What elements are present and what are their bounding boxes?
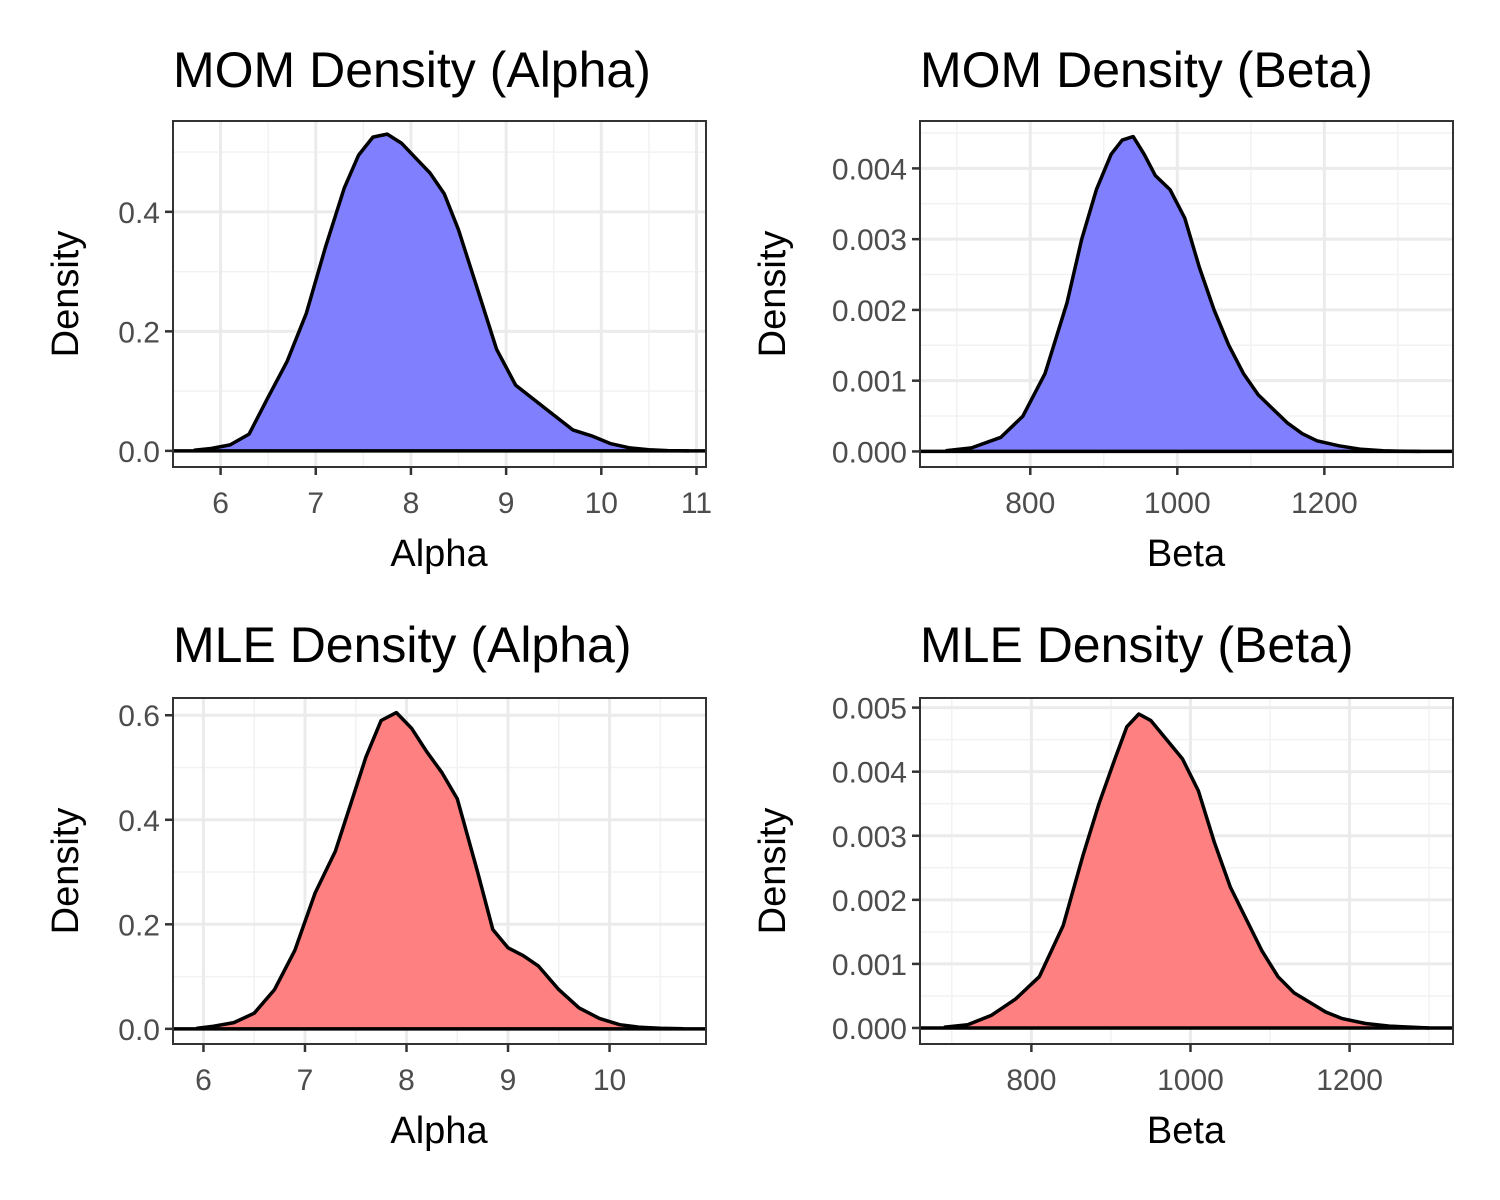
- y-tick-label: 0.6: [118, 700, 160, 733]
- panel-mom-alpha: 6 7 8 9 10 11 0.0 0.2 0.4 MOM Density (Alpha) Al…: [45, 42, 712, 575]
- y-tick-label: 0.000: [832, 1013, 907, 1046]
- density-area: [945, 136, 1420, 452]
- x-tick-label: 6: [195, 1064, 212, 1097]
- density-area: [193, 134, 689, 451]
- y-axis-title: Density: [752, 808, 794, 935]
- y-axis-title: Density: [45, 808, 87, 935]
- y-axis-title: Density: [45, 231, 87, 358]
- density-curve: [193, 132, 689, 453]
- x-tick-label: 11: [681, 487, 712, 520]
- panel-border: [919, 120, 1454, 468]
- x-tick-label: 10: [585, 487, 618, 520]
- density-area: [196, 712, 684, 1029]
- x-axis-title: Alpha: [390, 1110, 488, 1152]
- y-axis-title: Density: [752, 231, 794, 358]
- x-tick-label: 1000: [1157, 1064, 1224, 1097]
- panel-title: MLE Density (Alpha): [173, 617, 632, 673]
- x-tick-label: 8: [403, 487, 420, 520]
- x-tick-label: 1200: [1291, 487, 1358, 520]
- y-tick-label: 0.002: [832, 885, 907, 918]
- y-tick-label: 0.004: [832, 757, 907, 790]
- x-tick-label: 1200: [1316, 1064, 1383, 1097]
- panel-mle-beta: 800 1000 1200 0.000 0.001 0.002 0.003 0.004 0.00…: [752, 617, 1454, 1152]
- x-axis-title: Beta: [1147, 533, 1226, 575]
- x-tick-label: 1000: [1144, 487, 1211, 520]
- y-tick-label: 0.004: [832, 153, 907, 186]
- x-tick-label: 9: [498, 487, 515, 520]
- density-curve: [943, 712, 1430, 1030]
- y-tick-label: 0.003: [832, 821, 907, 854]
- y-tick-label: 0.0: [118, 1014, 160, 1047]
- y-tick-label: 0.0: [118, 436, 160, 469]
- y-tick-label: 0.4: [118, 805, 160, 838]
- x-axis-title: Alpha: [390, 533, 488, 575]
- y-tick-label: 0.4: [118, 197, 160, 230]
- x-axis-title: Beta: [1147, 1110, 1226, 1152]
- panel-title: MLE Density (Beta): [920, 617, 1353, 673]
- panel-border: [172, 120, 707, 468]
- panel-mle-alpha: 6 7 8 9 10 0.0 0.2 0.4 0.6 MLE Density (Alpha) A…: [45, 617, 707, 1152]
- y-tick-label: 0.2: [118, 316, 160, 349]
- y-tick-label: 0.002: [832, 295, 907, 328]
- panel-mom-beta: 800 1000 1200 0.000 0.001 0.002 0.003 0.004 MOM…: [752, 42, 1454, 575]
- x-tick-label: 800: [1006, 1064, 1056, 1097]
- x-tick-label: 8: [398, 1064, 415, 1097]
- y-tick-label: 0.001: [832, 949, 907, 982]
- y-tick-label: 0.001: [832, 366, 907, 399]
- panel-border: [172, 697, 707, 1045]
- x-tick-label: 800: [1005, 487, 1055, 520]
- x-tick-label: 10: [593, 1064, 626, 1097]
- x-tick-label: 6: [212, 487, 229, 520]
- density-curve: [945, 134, 1420, 454]
- x-tick-label: 7: [307, 487, 324, 520]
- density-curve: [196, 710, 684, 1031]
- y-tick-label: 0.003: [832, 224, 907, 257]
- density-area: [943, 714, 1430, 1028]
- panel-title: MOM Density (Beta): [920, 42, 1373, 98]
- x-tick-label: 9: [500, 1064, 517, 1097]
- panel-border: [919, 697, 1454, 1045]
- y-tick-label: 0.2: [118, 909, 160, 942]
- panel-title: MOM Density (Alpha): [173, 42, 651, 98]
- y-tick-label: 0.005: [832, 693, 907, 726]
- x-tick-label: 7: [297, 1064, 314, 1097]
- y-tick-label: 0.000: [832, 436, 907, 469]
